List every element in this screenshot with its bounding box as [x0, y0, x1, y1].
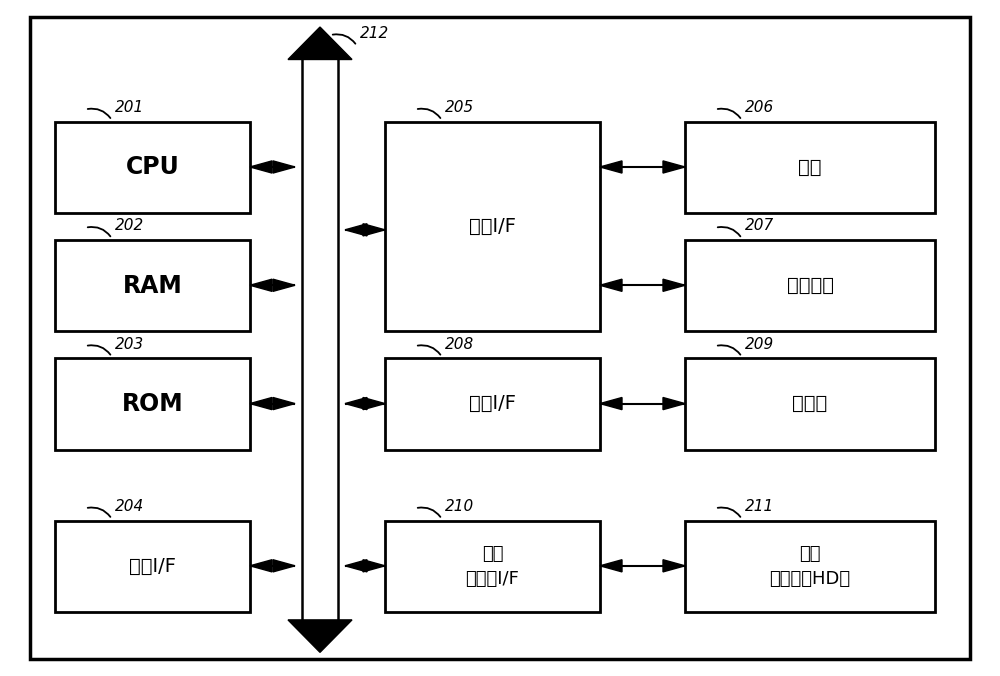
Bar [55, 240, 250, 331]
Polygon shape [273, 161, 295, 173]
Bar [302, 54, 338, 622]
Text: 207: 207 [745, 218, 774, 233]
Polygon shape [250, 397, 272, 410]
Polygon shape [273, 279, 295, 291]
Polygon shape [288, 27, 352, 59]
Polygon shape [288, 620, 352, 652]
Polygon shape [250, 161, 272, 173]
Bar [685, 521, 935, 612]
Polygon shape [345, 560, 367, 572]
Polygon shape [600, 560, 622, 572]
Text: 209: 209 [745, 337, 774, 352]
Polygon shape [345, 224, 367, 236]
Bar [55, 358, 250, 450]
Text: 210: 210 [445, 499, 474, 514]
Text: 204: 204 [115, 499, 144, 514]
Text: 外部
存储器I/F: 外部 存储器I/F [466, 545, 519, 587]
Text: 206: 206 [745, 100, 774, 115]
Text: 205: 205 [445, 100, 474, 115]
Bar [385, 358, 600, 450]
Polygon shape [663, 397, 685, 410]
Bar [685, 122, 935, 213]
Text: 网络I/F: 网络I/F [129, 556, 176, 576]
Text: CPU: CPU [126, 155, 179, 179]
Polygon shape [363, 224, 385, 236]
Polygon shape [663, 279, 685, 291]
Polygon shape [250, 560, 272, 572]
Polygon shape [273, 560, 295, 572]
Polygon shape [600, 397, 622, 410]
Text: ROM: ROM [122, 392, 183, 416]
Text: RAM: RAM [123, 274, 182, 297]
Polygon shape [600, 279, 622, 291]
Text: 212: 212 [360, 26, 389, 41]
Bar [385, 122, 600, 331]
Text: 显示器: 显示器 [792, 394, 828, 414]
Text: 键盘: 键盘 [798, 158, 822, 177]
Polygon shape [663, 161, 685, 173]
Text: 211: 211 [745, 499, 774, 514]
Text: 202: 202 [115, 218, 144, 233]
Text: 输出I/F: 输出I/F [469, 394, 516, 414]
Polygon shape [600, 161, 622, 173]
Bar [685, 358, 935, 450]
Bar [385, 521, 600, 612]
Polygon shape [273, 397, 295, 410]
Text: 203: 203 [115, 337, 144, 352]
Text: 外部
存储器（HD）: 外部 存储器（HD） [769, 545, 851, 587]
Bar [55, 521, 250, 612]
Text: 201: 201 [115, 100, 144, 115]
Bar [55, 122, 250, 213]
Polygon shape [363, 397, 385, 410]
Polygon shape [663, 560, 685, 572]
Bar [685, 240, 935, 331]
Polygon shape [250, 279, 272, 291]
Polygon shape [363, 560, 385, 572]
Polygon shape [345, 397, 367, 410]
Text: 208: 208 [445, 337, 474, 352]
Text: 输入I/F: 输入I/F [469, 217, 516, 236]
Text: 指点设备: 指点设备 [786, 276, 834, 295]
